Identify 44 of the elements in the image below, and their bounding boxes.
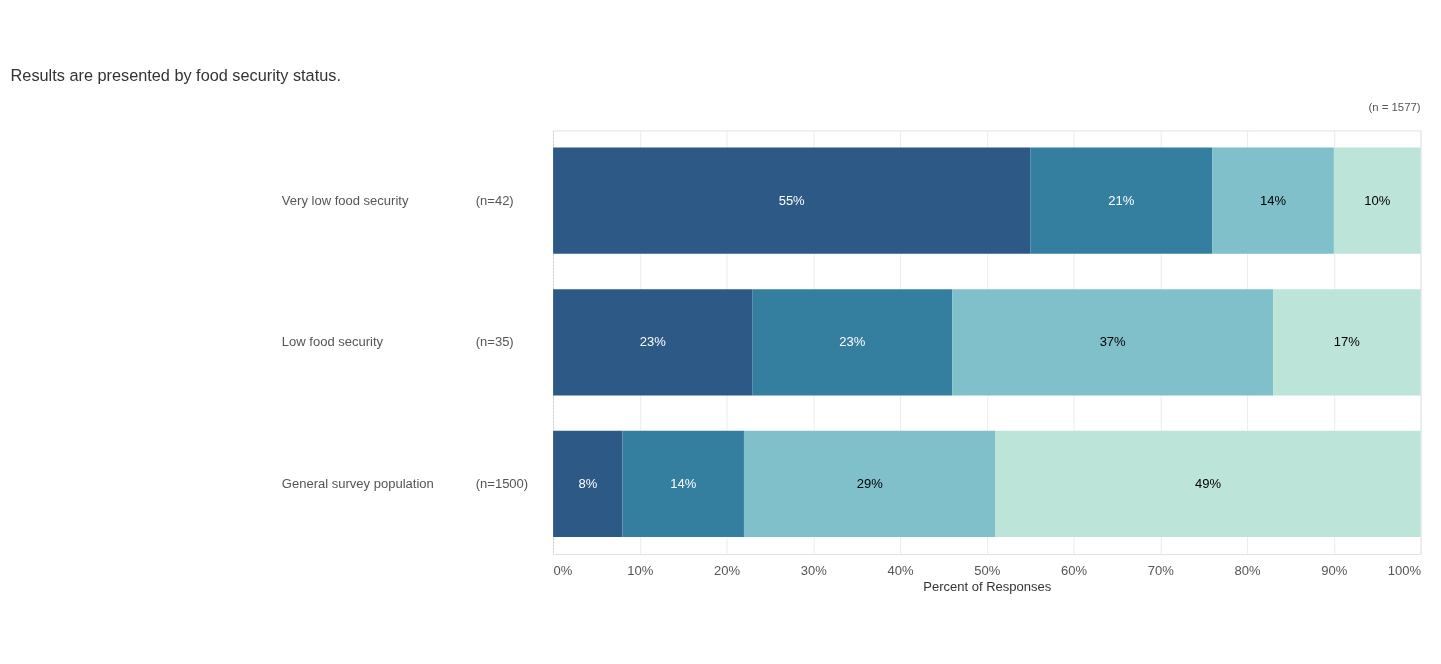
data-label: 49% bbox=[1195, 476, 1222, 492]
x-tick-label: 40% bbox=[887, 562, 914, 578]
x-tick-label: 70% bbox=[1147, 562, 1175, 578]
x-axis-title: Percent of Responses bbox=[923, 579, 1052, 595]
x-tick-label: 20% bbox=[713, 562, 741, 578]
text: (n=1500) bbox=[475, 476, 529, 492]
x-tick-label: 30% bbox=[800, 562, 828, 578]
data-label: 14% bbox=[1260, 192, 1287, 208]
y-tick-label: Low food security bbox=[281, 334, 384, 350]
text: (n=42) bbox=[475, 192, 514, 208]
bar bbox=[743, 430, 996, 538]
bar bbox=[553, 147, 1031, 254]
bar bbox=[1333, 147, 1421, 254]
bar bbox=[622, 430, 744, 538]
data-label: 55% bbox=[778, 192, 806, 208]
data-label: 17% bbox=[1333, 334, 1361, 350]
x-tick-label: 60% bbox=[1061, 562, 1088, 578]
data-label: 37% bbox=[1099, 334, 1127, 350]
data-label: 21% bbox=[1108, 192, 1135, 208]
data-label: 10% bbox=[1364, 192, 1391, 208]
bar bbox=[1030, 147, 1213, 254]
bar bbox=[553, 430, 623, 538]
bar bbox=[952, 289, 1274, 396]
text: Results are presented by food security status. bbox=[10, 65, 341, 84]
x-tick-label: 0% bbox=[553, 562, 573, 578]
text: (n = 1577) bbox=[1368, 100, 1421, 113]
bar bbox=[1273, 289, 1421, 396]
data-label: 29% bbox=[856, 476, 884, 492]
y-tick-label: Very low food security bbox=[281, 192, 409, 208]
bar bbox=[752, 289, 953, 396]
bar bbox=[1212, 147, 1334, 254]
data-label: 14% bbox=[670, 476, 697, 492]
x-tick-label: 80% bbox=[1234, 562, 1261, 578]
bar bbox=[553, 289, 753, 396]
data-label: 23% bbox=[839, 334, 866, 350]
bar bbox=[995, 430, 1421, 538]
x-tick-label: 90% bbox=[1321, 562, 1348, 578]
data-label: 8% bbox=[578, 476, 598, 492]
text: (n=35) bbox=[475, 334, 514, 350]
data-label: 23% bbox=[639, 334, 667, 350]
x-tick-label: 50% bbox=[974, 562, 1001, 578]
x-tick-label: 10% bbox=[627, 562, 654, 578]
y-tick-label: General survey population bbox=[281, 476, 434, 492]
x-tick-label: 100% bbox=[1387, 562, 1422, 578]
